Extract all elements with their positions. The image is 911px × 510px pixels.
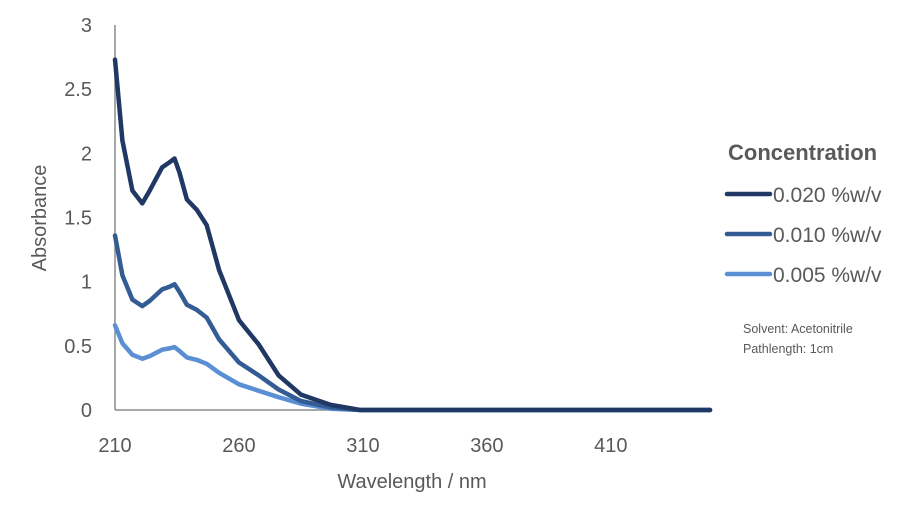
series-line-0-010-w-v bbox=[112, 233, 713, 413]
y-tick-label: 3 bbox=[81, 15, 92, 37]
x-tick-label: 260 bbox=[222, 435, 255, 457]
series-line-0-020-w-v bbox=[112, 57, 713, 413]
solvent-annotation: Solvent: Acetonitrile bbox=[743, 322, 853, 336]
pathlength-annotation: Pathlength: 1cm bbox=[743, 342, 833, 356]
legend-label: 0.020 %w/v bbox=[773, 184, 882, 207]
legend-label: 0.005 %w/v bbox=[773, 264, 882, 287]
x-axis-label: Wavelength / nm bbox=[337, 471, 486, 493]
y-axis-label: Absorbance bbox=[29, 165, 51, 272]
y-tick-label: 2 bbox=[81, 143, 92, 165]
x-tick-label: 310 bbox=[346, 435, 379, 457]
y-tick-label: 0.5 bbox=[64, 336, 92, 358]
legend-label: 0.010 %w/v bbox=[773, 224, 882, 247]
x-tick-label: 360 bbox=[470, 435, 503, 457]
y-tick-label: 1 bbox=[81, 272, 92, 294]
x-tick-label: 410 bbox=[594, 435, 627, 457]
x-tick-label: 210 bbox=[98, 435, 131, 457]
y-tick-label: 0 bbox=[81, 400, 92, 422]
y-tick-label: 1.5 bbox=[64, 208, 92, 230]
y-tick-label: 2.5 bbox=[64, 79, 92, 101]
legend-title: Concentration bbox=[728, 140, 877, 165]
series-line-0-005-w-v bbox=[112, 323, 713, 413]
